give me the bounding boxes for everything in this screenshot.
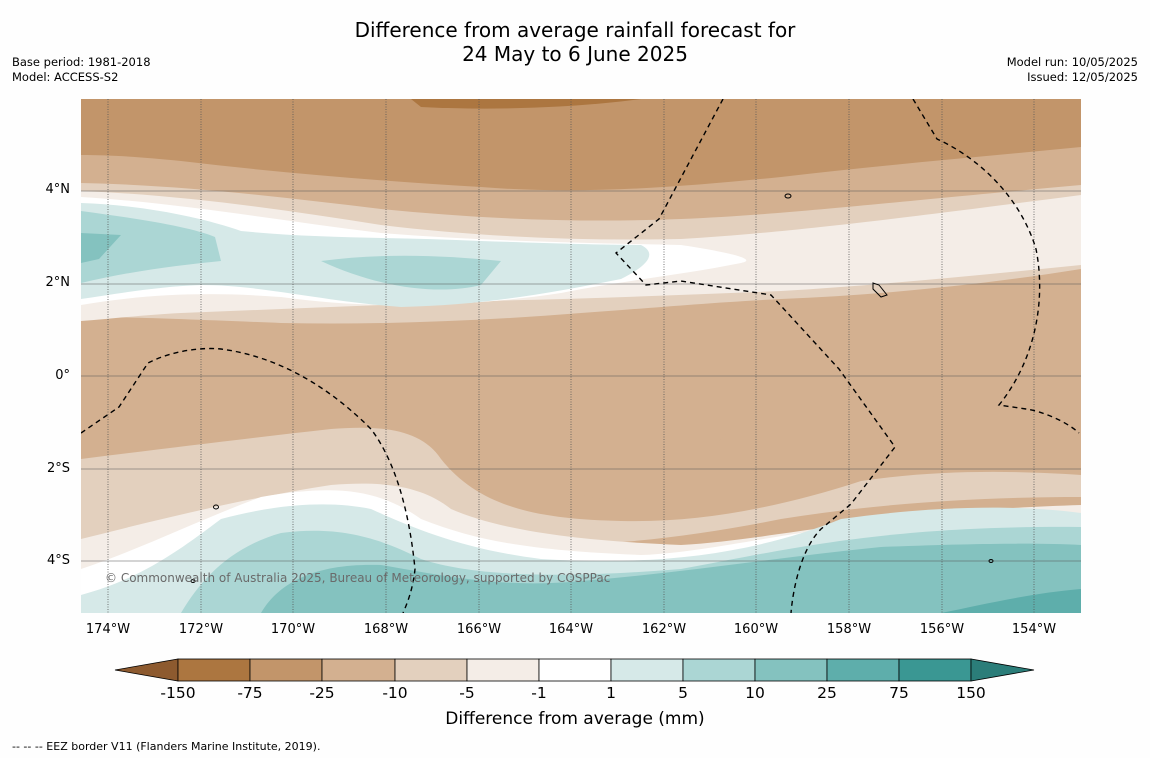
colorbar-segment bbox=[826, 658, 900, 682]
colorbar-segment bbox=[754, 658, 828, 682]
band-dark-north bbox=[81, 99, 1081, 191]
colorbar-title: Difference from average (mm) bbox=[445, 709, 705, 729]
colorbar-label: -150 bbox=[160, 684, 196, 702]
colorbar-segment bbox=[177, 658, 251, 682]
xtick-156w: 156°W bbox=[919, 622, 965, 637]
xtick-164w: 164°W bbox=[548, 622, 594, 637]
colorbar-label: -5 bbox=[459, 684, 475, 702]
eez-borders bbox=[81, 99, 1080, 613]
base-period: Base period: 1981-2018 bbox=[12, 55, 151, 69]
model-run: Model run: 10/05/2025 bbox=[1006, 55, 1138, 69]
band-north-teal bbox=[81, 211, 501, 290]
colorbar-segment bbox=[321, 658, 396, 682]
eez-footnote: -- -- -- EEZ border V11 (Flanders Marine… bbox=[12, 740, 321, 753]
meta-right: Model run: 10/05/2025 Issued: 12/05/2025 bbox=[1007, 55, 1138, 85]
colorbar-segment bbox=[682, 658, 756, 682]
xtick-168w: 168°W bbox=[363, 622, 409, 637]
map-svg bbox=[81, 99, 1081, 613]
band-darkest-north bbox=[411, 99, 641, 109]
colorbar-label: 5 bbox=[678, 684, 688, 702]
band-north-teal-dark bbox=[81, 233, 121, 263]
copyright-notice: © Commonwealth of Australia 2025, Bureau… bbox=[105, 571, 611, 585]
title-line-1: Difference from average rainfall forecas… bbox=[354, 18, 796, 42]
issued-date: Issued: 12/05/2025 bbox=[1027, 70, 1138, 84]
islands bbox=[190, 193, 994, 583]
band-north-teal-light bbox=[81, 203, 650, 307]
colorbar-segment bbox=[898, 658, 972, 682]
map-title: Difference from average rainfall forecas… bbox=[0, 18, 1150, 66]
colorbar-label: -25 bbox=[309, 684, 335, 702]
gridlines bbox=[81, 99, 1081, 613]
colorbar-label: 1 bbox=[606, 684, 616, 702]
ytick-4n: 4°N bbox=[45, 182, 71, 197]
colorbar-segment bbox=[538, 658, 612, 682]
ytick-4s: 4°S bbox=[46, 553, 70, 568]
xtick-166w: 166°W bbox=[456, 622, 502, 637]
colorbar bbox=[114, 658, 1035, 682]
colorbar-segment bbox=[610, 658, 684, 682]
colorbar-label: 150 bbox=[956, 684, 986, 702]
colorbar-segment bbox=[466, 658, 540, 682]
rainfall-map: © Commonwealth of Australia 2025, Bureau… bbox=[81, 99, 1081, 613]
title-line-2: 24 May to 6 June 2025 bbox=[462, 42, 688, 66]
colorbar-label: -1 bbox=[531, 684, 547, 702]
colorbar-extend-high bbox=[970, 658, 1035, 682]
eez-border-west bbox=[81, 347, 416, 613]
eez-border-central bbox=[614, 99, 896, 613]
model-name: Model: ACCESS-S2 bbox=[12, 70, 119, 84]
xtick-158w: 158°W bbox=[826, 622, 872, 637]
xtick-170w: 170°W bbox=[270, 622, 316, 637]
xtick-154w: 154°W bbox=[1011, 622, 1057, 637]
colorbar-label: 75 bbox=[889, 684, 909, 702]
band-south-teal-darker bbox=[941, 589, 1081, 613]
island-2 bbox=[872, 282, 888, 298]
colorbar-segment bbox=[394, 658, 468, 682]
colorbar-segment bbox=[249, 658, 323, 682]
island-3 bbox=[213, 504, 219, 510]
colorbar-label: 10 bbox=[745, 684, 765, 702]
ytick-0: 0° bbox=[55, 368, 70, 383]
xtick-160w: 160°W bbox=[733, 622, 779, 637]
band-equator-dark bbox=[81, 299, 1081, 499]
ytick-2n: 2°N bbox=[45, 275, 71, 290]
xtick-162w: 162°W bbox=[641, 622, 687, 637]
colorbar-label: -75 bbox=[237, 684, 263, 702]
colorbar-label: -10 bbox=[382, 684, 408, 702]
ytick-2s: 2°S bbox=[46, 461, 70, 476]
colorbar-label: 25 bbox=[817, 684, 837, 702]
xtick-174w: 174°W bbox=[85, 622, 131, 637]
island-5 bbox=[190, 579, 196, 583]
xtick-172w: 172°W bbox=[178, 622, 224, 637]
colorbar-extend-low bbox=[114, 658, 179, 682]
meta-left: Base period: 1981-2018 Model: ACCESS-S2 bbox=[12, 55, 151, 85]
island-1 bbox=[784, 193, 792, 199]
island-4 bbox=[988, 559, 994, 563]
